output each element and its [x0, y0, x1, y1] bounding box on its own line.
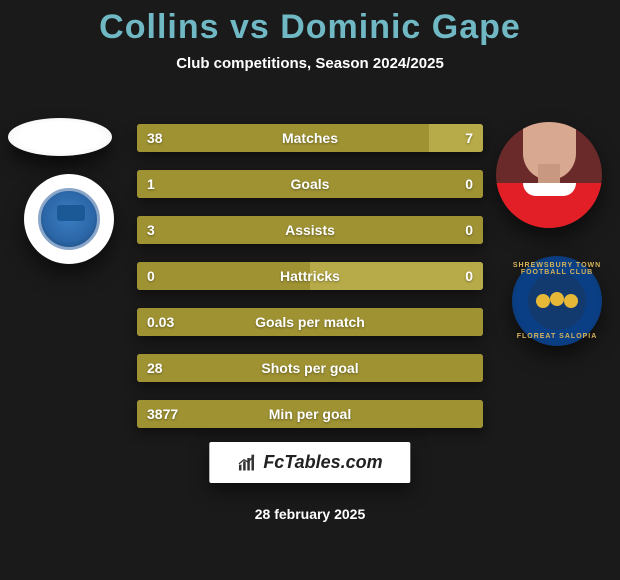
- stat-row: 28Shots per goal: [137, 354, 483, 382]
- page-subtitle: Club competitions, Season 2024/2025: [0, 55, 620, 72]
- stat-bars: 387Matches 10Goals 30Assists 00Hattricks 0.0…: [137, 124, 483, 446]
- stat-label: Shots per goal: [137, 354, 483, 382]
- stat-label: Hattricks: [137, 262, 483, 290]
- badge-right-text-top: SHREWSBURY TOWN FOOTBALL CLUB: [512, 262, 602, 276]
- player-right-avatar: [496, 122, 602, 228]
- stat-row: 387Matches: [137, 124, 483, 152]
- stat-label: Goals per match: [137, 308, 483, 336]
- page-title: Collins vs Dominic Gape: [0, 0, 620, 47]
- club-badge-left: [24, 174, 114, 264]
- watermark-text: FcTables.com: [263, 452, 382, 473]
- badge-right-text-bottom: FLOREAT SALOPIA: [512, 333, 602, 340]
- date-label: 28 february 2025: [0, 506, 620, 522]
- stat-row: 0.03Goals per match: [137, 308, 483, 336]
- watermark: FcTables.com: [209, 442, 410, 483]
- player-left-avatar: [8, 118, 112, 156]
- stat-row: 30Assists: [137, 216, 483, 244]
- stat-row: 3877Min per goal: [137, 400, 483, 428]
- stat-row: 10Goals: [137, 170, 483, 198]
- stat-label: Assists: [137, 216, 483, 244]
- club-badge-right: SHREWSBURY TOWN FOOTBALL CLUB FLOREAT SA…: [512, 256, 602, 346]
- stat-label: Goals: [137, 170, 483, 198]
- stat-row: 00Hattricks: [137, 262, 483, 290]
- stat-label: Matches: [137, 124, 483, 152]
- chart-icon: [237, 453, 257, 473]
- stat-label: Min per goal: [137, 400, 483, 428]
